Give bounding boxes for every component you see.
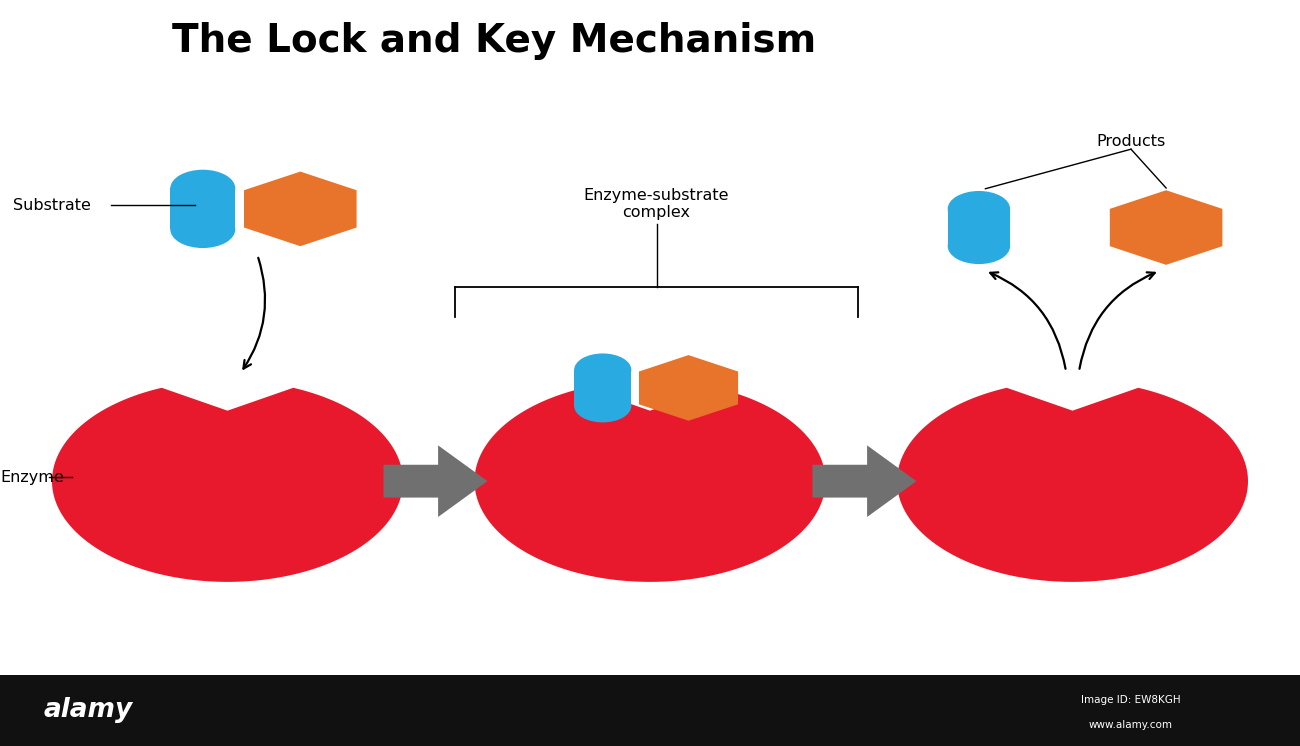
Text: Enzyme-substrate
complex: Enzyme-substrate complex xyxy=(584,188,729,220)
Bar xyxy=(170,188,235,230)
Polygon shape xyxy=(52,388,403,582)
Text: Enzyme: Enzyme xyxy=(0,470,64,485)
Ellipse shape xyxy=(170,210,235,248)
Text: The Lock and Key Mechanism: The Lock and Key Mechanism xyxy=(172,22,816,60)
Bar xyxy=(0,675,1300,746)
Polygon shape xyxy=(812,445,916,517)
Polygon shape xyxy=(384,445,488,517)
Polygon shape xyxy=(640,355,738,421)
Polygon shape xyxy=(1110,190,1222,265)
Polygon shape xyxy=(897,388,1248,582)
Text: www.alamy.com: www.alamy.com xyxy=(1089,720,1173,730)
Ellipse shape xyxy=(575,354,632,386)
Text: Substrate: Substrate xyxy=(13,198,91,213)
Ellipse shape xyxy=(170,170,235,207)
Polygon shape xyxy=(244,172,356,246)
Ellipse shape xyxy=(575,389,632,422)
Polygon shape xyxy=(474,388,826,582)
Bar xyxy=(948,209,1010,246)
Text: alamy: alamy xyxy=(44,698,133,723)
Ellipse shape xyxy=(948,228,1010,264)
Bar xyxy=(575,370,632,406)
Text: Products: Products xyxy=(1096,134,1166,149)
Text: Image ID: EW8KGH: Image ID: EW8KGH xyxy=(1082,695,1180,705)
Ellipse shape xyxy=(948,191,1010,227)
